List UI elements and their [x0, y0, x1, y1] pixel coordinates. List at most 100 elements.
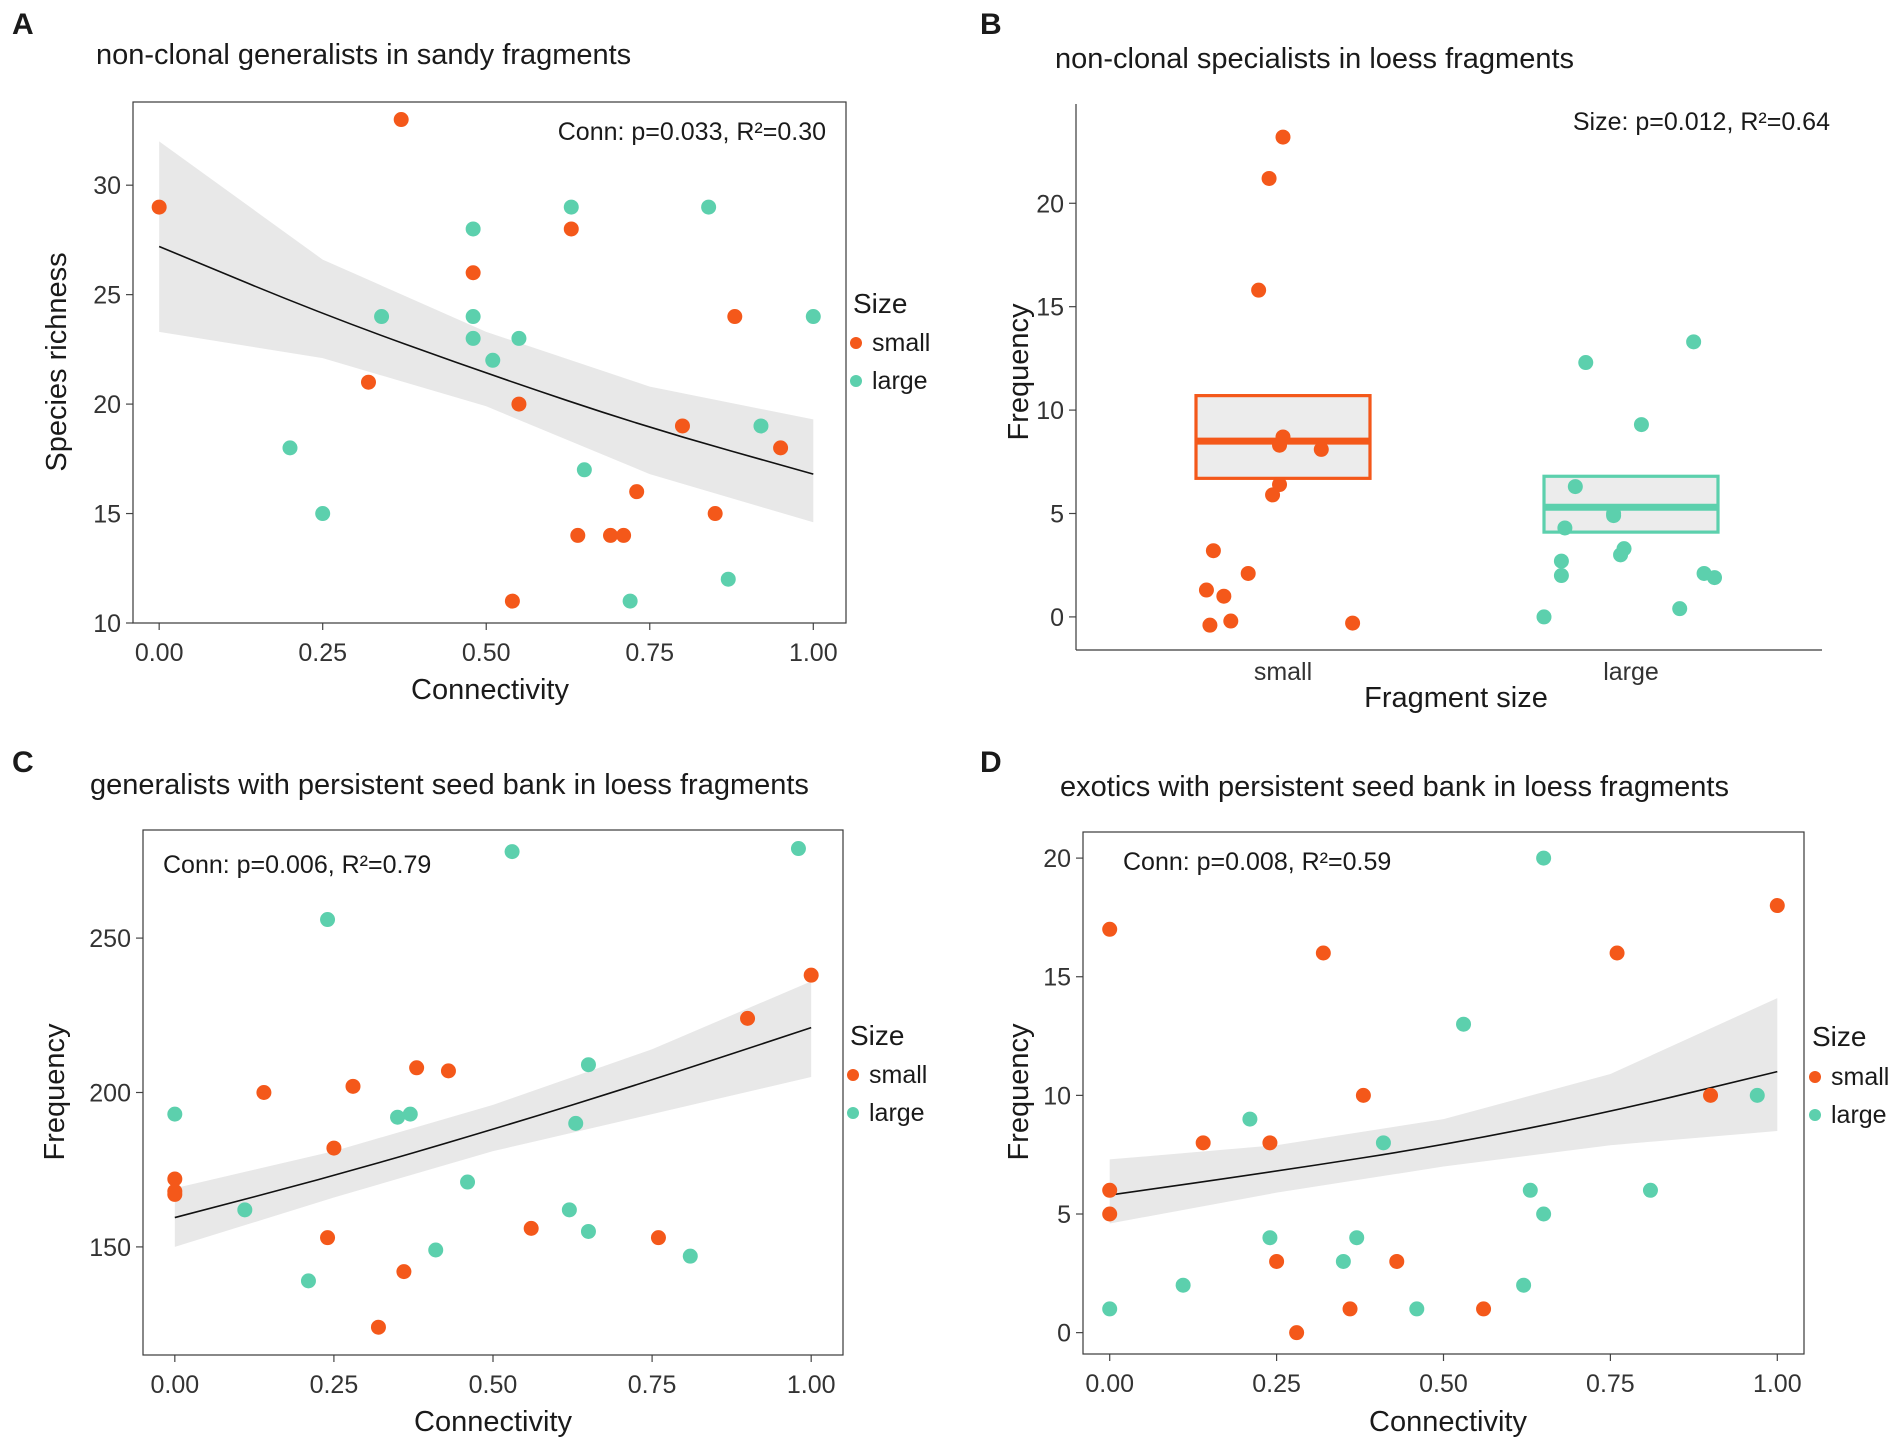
panel-d-point-small	[1289, 1325, 1305, 1341]
panel-d-legend-small-label: small	[1831, 1063, 1889, 1091]
panel-d-point-small	[1609, 945, 1625, 961]
panel-d-y-tick-label: 15	[1043, 964, 1071, 992]
panel-a-legend-small-label: small	[872, 329, 930, 357]
panel-b-point-small	[1223, 613, 1239, 629]
panel-d-x-tick-label: 0.75	[1586, 1370, 1635, 1398]
panel-a-x-tick-label: 0.75	[625, 639, 674, 667]
panel-c-letter: C	[12, 746, 34, 779]
panel-a-point-large	[701, 199, 717, 215]
panel-a-point-small	[570, 527, 586, 543]
panel-b-point-large	[1613, 547, 1629, 563]
panel-a-point-small	[360, 374, 376, 390]
panel-a-point-small	[674, 418, 690, 434]
panel-b-point-large	[1707, 570, 1723, 586]
panel-a: A non-clonal generalists in sandy fragme…	[12, 8, 930, 706]
panel-d-point-large	[1375, 1135, 1391, 1151]
panel-d-point-large	[1102, 1301, 1118, 1317]
panel-d-point-small	[1262, 1135, 1278, 1151]
panel-a-point-large	[511, 330, 527, 346]
panel-d-point-small	[1769, 898, 1785, 914]
panel-d-title: exotics with persistent seed bank in loe…	[1060, 771, 1729, 803]
panel-b-point-large	[1553, 553, 1569, 569]
panel-b-y-tick-label: 0	[1050, 604, 1064, 632]
panel-a-x-axis-title: Connectivity	[411, 674, 569, 706]
panel-b-y-axis-title: Frequency	[1003, 303, 1035, 441]
panel-a-point-large	[805, 309, 821, 325]
panel-b-point-large	[1567, 479, 1583, 495]
panel-a-point-small	[603, 527, 619, 543]
panel-d-legend-small-swatch	[1809, 1071, 1821, 1083]
panel-d-legend-large-label: large	[1831, 1101, 1887, 1129]
panel-d-stat-text: Conn: p=0.008, R²=0.59	[1123, 848, 1391, 876]
panel-c-y-tick-label: 250	[89, 925, 131, 953]
panel-c-point-large	[237, 1202, 253, 1218]
panel-c-point-large	[580, 1223, 596, 1239]
panel-c: C generalists with persistent seed bank …	[12, 746, 927, 1438]
panel-d-point-large	[1262, 1230, 1278, 1246]
panel-c-point-small	[396, 1264, 412, 1280]
panel-a-legend-title: Size	[853, 288, 907, 319]
panel-c-point-small	[167, 1186, 183, 1202]
panel-a-point-small	[707, 506, 723, 522]
panel-a-point-small	[465, 265, 481, 281]
panel-d-point-large	[1409, 1301, 1425, 1317]
panel-c-plot-frame	[142, 829, 844, 1356]
panel-c-x-tick-label: 0.50	[469, 1371, 518, 1399]
panel-c-y-axis-title: Frequency	[39, 1023, 71, 1161]
panel-d-point-small	[1389, 1253, 1405, 1269]
panel-b-point-small	[1240, 565, 1256, 581]
panel-b-point-large	[1536, 609, 1552, 625]
panel-a-y-tick-label: 25	[93, 282, 121, 310]
panel-b-point-large	[1553, 568, 1569, 584]
panel-b-x-axis-title: Fragment size	[1364, 682, 1548, 714]
panel-b-point-small	[1198, 582, 1214, 598]
panel-a-x-tick-label: 1.00	[789, 639, 838, 667]
panel-c-point-large	[402, 1106, 418, 1122]
panel-d-fit-line	[1109, 1070, 1778, 1196]
panel-a-point-small	[773, 440, 789, 456]
panel-c-point-large	[390, 1109, 406, 1125]
panel-c-point-large	[167, 1106, 183, 1122]
panel-a-x-tick-label: 0.00	[135, 639, 184, 667]
panel-d-point-large	[1536, 850, 1552, 866]
panel-b-point-large	[1557, 520, 1573, 536]
panel-a-point-small	[616, 527, 632, 543]
panel-d-point-small	[1315, 945, 1331, 961]
panel-b-point-large	[1578, 355, 1594, 371]
panel-a-stat-text: Conn: p=0.033, R²=0.30	[558, 118, 826, 146]
panel-d-point-small	[1355, 1087, 1371, 1103]
panel-d-point-small	[1102, 921, 1118, 937]
panel-c-x-tick-label: 0.25	[310, 1371, 359, 1399]
panel-a-title: non-clonal generalists in sandy fragment…	[96, 39, 631, 71]
panel-a-point-large	[374, 309, 390, 325]
panel-d-plot-frame	[1082, 831, 1805, 1355]
panel-c-stat-text: Conn: p=0.006, R²=0.79	[163, 851, 431, 879]
panel-a-point-large	[622, 593, 638, 609]
panel-c-legend-title: Size	[850, 1020, 904, 1051]
panel-c-point-large	[300, 1273, 316, 1289]
panel-d-point-large	[1749, 1087, 1765, 1103]
panel-a-point-small	[727, 309, 743, 325]
panel-a-y-tick-label: 10	[93, 610, 121, 638]
panel-c-point-small	[167, 1171, 183, 1187]
panel-d-x-tick-label: 0.00	[1085, 1370, 1134, 1398]
panel-c-point-large	[428, 1242, 444, 1258]
panel-c-point-small	[409, 1060, 425, 1076]
panel-b-point-large	[1633, 417, 1649, 433]
panel-c-legend-large-swatch	[847, 1107, 859, 1119]
panel-c-legend-small-label: small	[869, 1061, 927, 1089]
panel-b-point-small	[1251, 282, 1267, 298]
panel-a-y-tick-label: 15	[93, 501, 121, 529]
panel-d-point-small	[1342, 1301, 1358, 1317]
panel-a-point-large	[465, 330, 481, 346]
panel-c-point-small	[320, 1230, 336, 1246]
panel-b-stat-text: Size: p=0.012, R²=0.64	[1573, 108, 1830, 136]
panel-c-title: generalists with persistent seed bank in…	[90, 769, 809, 801]
panel-a-legend: Size small large	[850, 288, 930, 395]
panel-d-x-tick-label: 0.25	[1252, 1370, 1301, 1398]
panel-b-y-tick-label: 15	[1036, 294, 1064, 322]
panel-d-confidence-band	[1109, 998, 1778, 1224]
panel-b-point-small	[1202, 617, 1218, 633]
panel-b-point-small	[1265, 487, 1281, 503]
panel-b-point-small	[1272, 437, 1288, 453]
